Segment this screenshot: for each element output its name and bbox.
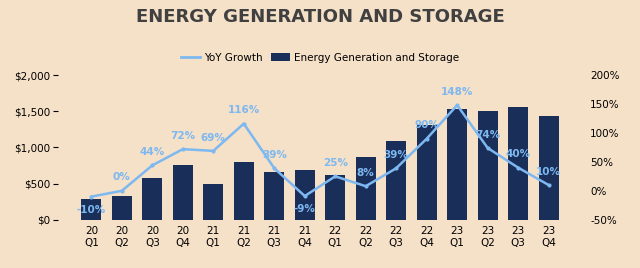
Bar [539, 116, 559, 220]
Bar [295, 170, 315, 220]
Text: 69%: 69% [201, 133, 226, 143]
Text: 39%: 39% [384, 150, 409, 160]
Bar [112, 196, 132, 220]
Text: ENERGY GENERATION AND STORAGE: ENERGY GENERATION AND STORAGE [136, 8, 504, 26]
Bar [143, 178, 162, 220]
Bar [478, 111, 497, 220]
Text: 72%: 72% [170, 131, 195, 141]
Bar [325, 175, 345, 220]
Text: 0%: 0% [113, 173, 131, 183]
Bar [417, 125, 436, 220]
Text: 40%: 40% [506, 149, 531, 159]
Text: 44%: 44% [140, 147, 165, 157]
Text: 90%: 90% [414, 120, 439, 131]
Text: 39%: 39% [262, 150, 287, 160]
Text: 25%: 25% [323, 158, 348, 168]
Bar [204, 184, 223, 220]
Bar [81, 199, 101, 220]
Text: 10%: 10% [536, 167, 561, 177]
Bar [234, 162, 253, 220]
Legend: YoY Growth, Energy Generation and Storage: YoY Growth, Energy Generation and Storag… [177, 49, 463, 67]
Bar [387, 141, 406, 220]
Text: 116%: 116% [228, 105, 260, 115]
Bar [447, 109, 467, 220]
Bar [173, 166, 193, 220]
Text: -10%: -10% [77, 205, 106, 215]
Bar [356, 157, 376, 220]
Text: -9%: -9% [294, 204, 316, 214]
Bar [264, 172, 284, 220]
Text: 148%: 148% [441, 87, 474, 97]
Bar [508, 107, 528, 220]
Text: 8%: 8% [357, 168, 374, 178]
Text: 74%: 74% [475, 130, 500, 140]
